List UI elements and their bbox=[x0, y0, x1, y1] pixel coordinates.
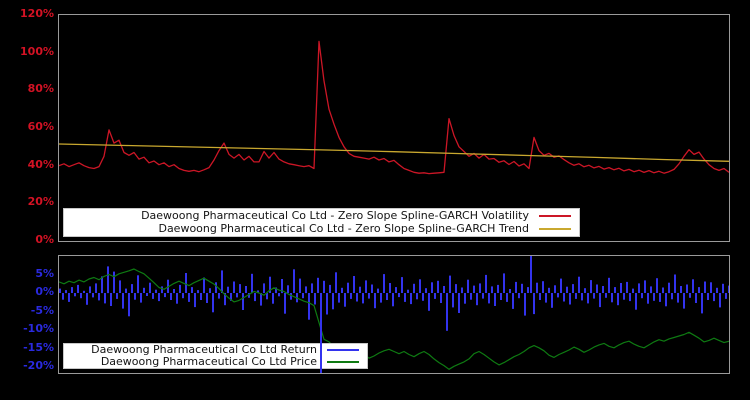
y-tick-label: 60% bbox=[27, 120, 54, 133]
y-tick-label: 120% bbox=[20, 7, 54, 20]
legend-label-trend: Daewoong Pharmaceutical Co Ltd - Zero Sl… bbox=[158, 222, 529, 235]
legend-label-return: Daewoong Pharmaceutical Co Ltd Return bbox=[91, 343, 317, 356]
y-tick-label: 5% bbox=[35, 266, 54, 280]
y-tick-label: 80% bbox=[27, 82, 54, 96]
y-tick-label: 100% bbox=[20, 44, 54, 58]
return-line-sample bbox=[327, 349, 359, 351]
legend-item-price: Daewoong Pharmaceutical Co Ltd Price bbox=[64, 356, 367, 368]
return-legend: Daewoong Pharmaceutical Co Ltd Return Da… bbox=[63, 343, 368, 369]
legend-item-return: Daewoong Pharmaceutical Co Ltd Return bbox=[64, 344, 367, 356]
legend-item-volatility: Daewoong Pharmaceutical Co Ltd - Zero Sl… bbox=[64, 210, 579, 223]
volatility-panel bbox=[58, 14, 730, 242]
y-tick-label: -10% bbox=[23, 322, 54, 336]
y-tick-label: -20% bbox=[23, 359, 54, 373]
volatility-legend: Daewoong Pharmaceutical Co Ltd - Zero Sl… bbox=[63, 208, 580, 237]
legend-label-volatility: Daewoong Pharmaceutical Co Ltd - Zero Sl… bbox=[141, 209, 529, 222]
volatility-chart bbox=[59, 40, 729, 175]
y-tick-label: 40% bbox=[27, 157, 54, 171]
y-tick-label: -15% bbox=[23, 340, 54, 354]
y-tick-label: -5% bbox=[30, 303, 54, 317]
trend-line-sample bbox=[539, 228, 571, 230]
volatility-line-sample bbox=[539, 215, 571, 217]
legend-item-trend: Daewoong Pharmaceutical Co Ltd - Zero Sl… bbox=[64, 223, 579, 236]
price-line-sample bbox=[327, 361, 359, 363]
y-tick-label: 20% bbox=[27, 195, 54, 209]
y-tick-label: 0% bbox=[35, 285, 54, 299]
return-price-chart bbox=[59, 266, 729, 370]
legend-label-price: Daewoong Pharmaceutical Co Ltd Price bbox=[100, 355, 317, 368]
y-tick-label: 0% bbox=[35, 233, 54, 246]
